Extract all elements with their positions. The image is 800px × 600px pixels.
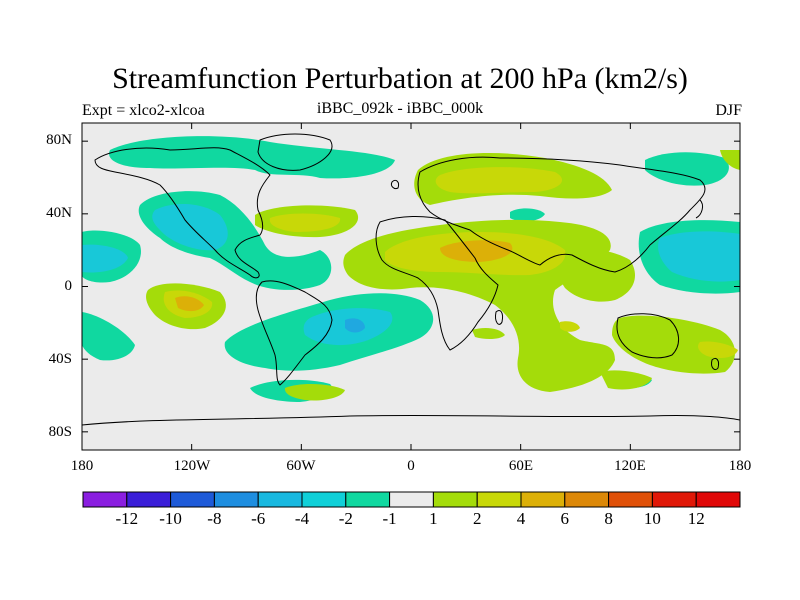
new-zealand-coast	[711, 357, 719, 371]
lon-label-120w: 120W	[173, 458, 211, 474]
colorbar-swatch	[126, 491, 172, 508]
colorbar-label: 6	[560, 509, 570, 528]
south-atlantic-high	[472, 327, 505, 340]
colorbar-swatch	[170, 491, 215, 508]
greenland-coast	[257, 133, 333, 171]
south-indian-high-core	[560, 321, 580, 332]
north-atlantic-high-core	[269, 213, 341, 232]
south-america-coast	[255, 280, 333, 386]
eurasia-small-low	[510, 208, 545, 222]
strong-positive-regions	[175, 240, 513, 312]
north-pacific-low-core	[152, 203, 228, 251]
colorbar-swatch	[257, 491, 303, 508]
australia-east-high	[612, 315, 736, 374]
north-pacific-east-low	[645, 152, 729, 186]
lon-label-60w: 60W	[286, 458, 316, 474]
season-label: DJF	[715, 102, 742, 119]
colorbar-label: 4	[516, 509, 526, 528]
moderate-negative-regions	[82, 203, 740, 346]
colorbar-label: 10	[643, 509, 661, 528]
colorbar-label: -10	[159, 509, 182, 528]
lat-label-40s: 40S	[48, 351, 72, 367]
middle-east-high-center	[440, 240, 513, 262]
colorbar-swatch	[432, 491, 478, 508]
lat-label-equator: 0	[64, 278, 73, 294]
colorbar-swatch	[564, 491, 610, 508]
colorbar-swatch	[213, 491, 259, 508]
colorbar-label: -4	[294, 509, 310, 528]
colorbar-label: -12	[115, 509, 139, 528]
antarctica-coast	[82, 414, 740, 426]
coastlines	[82, 133, 740, 426]
colorbar	[82, 491, 741, 508]
colorbar-swatch	[476, 491, 522, 508]
southern-pacific-low	[82, 312, 135, 361]
moderate-positive-regions	[163, 167, 738, 358]
colorbar-swatch	[608, 491, 653, 508]
lon-label-120e: 120E	[614, 458, 646, 474]
australia-coast	[616, 313, 679, 359]
south-america-low-center	[345, 318, 365, 333]
colorbar-label: -6	[251, 509, 266, 528]
map-title: Streamfunction Perturbation at 200 hPa (…	[112, 62, 688, 95]
east-pacific-low-core	[82, 244, 128, 273]
colorbar-swatch	[389, 491, 434, 508]
colorbar-swatch	[301, 491, 347, 508]
colorbar-swatch	[82, 491, 128, 508]
experiment-label: Expt = xlco2-xlcoa	[82, 102, 205, 119]
colorbar-label: 2	[472, 509, 482, 528]
eurasia-coast	[417, 156, 706, 273]
colorbar-label: 12	[687, 509, 705, 528]
uk-coast	[391, 179, 399, 189]
southeast-asia-high	[557, 248, 635, 302]
south-america-south-high	[284, 384, 345, 401]
west-pacific-low-core	[658, 231, 740, 282]
strong-negative-regions	[345, 318, 365, 333]
colorbar-label: -1	[382, 509, 397, 528]
japan-coast	[695, 199, 704, 219]
case-label: iBBC_092k - iBBC_000k	[316, 100, 484, 117]
lon-label-60e: 60E	[508, 458, 534, 474]
lon-label-0: 0	[407, 458, 415, 474]
colorbar-label: -8	[207, 509, 222, 528]
lat-label-80s: 80S	[48, 424, 72, 440]
africa-coast	[375, 215, 499, 351]
colorbar-label: 8	[604, 509, 613, 528]
eurasia-high-core	[435, 167, 563, 194]
madagascar-coast	[495, 309, 503, 325]
lat-label-80n: 80N	[46, 132, 72, 148]
australia-south-high	[600, 370, 652, 390]
australia-east-high-core	[698, 341, 738, 358]
map-plot-area	[82, 123, 740, 450]
lon-label-180e: 180	[728, 458, 752, 474]
colorbar-swatch	[520, 491, 566, 508]
north-atlantic-arctic-low	[109, 136, 396, 179]
colorbar-label: 1	[429, 509, 438, 528]
axis-ticks	[81, 123, 741, 450]
lon-label-180w: 180	[70, 458, 94, 474]
lat-label-40n: 40N	[46, 205, 72, 221]
north-america-coast	[94, 147, 271, 279]
colorbar-swatch	[345, 491, 391, 508]
southeast-pacific-high-center	[175, 296, 204, 312]
colorbar-swatch	[695, 491, 741, 508]
colorbar-swatch	[651, 491, 697, 508]
colorbar-label: -2	[338, 509, 353, 528]
arctic-high	[720, 150, 740, 170]
